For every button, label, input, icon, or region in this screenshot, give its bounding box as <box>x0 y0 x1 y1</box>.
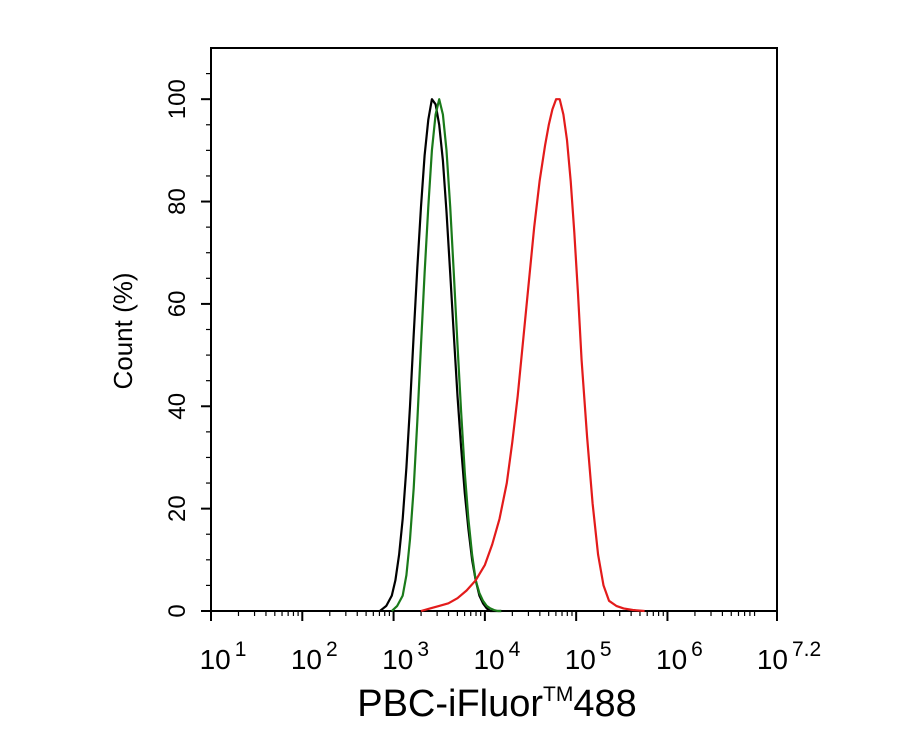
x-axis-label: PBC-iFluorTM488 <box>357 683 637 725</box>
x-tick-base: 10 <box>757 644 788 675</box>
x-tick-label: 10 2 <box>291 638 338 675</box>
y-axis-label: Count (%) <box>108 272 138 389</box>
x-tick-exponent: 4 <box>509 638 521 661</box>
x-axis-label-tail: 488 <box>573 683 636 725</box>
y-tick-label: 100 <box>164 79 191 119</box>
x-tick-exponent: 7.2 <box>792 638 821 661</box>
x-axis-label-base: PBC-iFluor <box>357 683 543 725</box>
x-tick-base: 10 <box>565 644 596 675</box>
x-tick-label: 10 7.2 <box>757 638 821 675</box>
y-tick-label: 60 <box>164 291 191 318</box>
x-tick-base: 10 <box>382 644 413 675</box>
x-tick-label: 10 3 <box>382 638 429 675</box>
x-tick-exponent: 5 <box>600 638 612 661</box>
minor-ticks <box>206 72 756 616</box>
x-tick-label: 10 4 <box>473 638 520 675</box>
x-tick-exponent: 6 <box>691 638 703 661</box>
x-tick-exponent: 1 <box>235 638 247 661</box>
x-tick-base: 10 <box>473 644 504 675</box>
series-lines <box>379 98 645 613</box>
x-axis-label-sup: TM <box>543 683 573 706</box>
y-axis-ticks: 0 20 40 60 80 100 <box>164 79 211 618</box>
x-tick-label: 10 1 <box>200 638 247 675</box>
y-tick-label: 0 <box>164 604 191 617</box>
series-line-2 <box>391 98 502 613</box>
series-line-3 <box>420 98 645 613</box>
x-tick-label: 10 5 <box>565 638 612 675</box>
y-tick-label: 40 <box>164 393 191 420</box>
y-tick-label: 80 <box>164 188 191 215</box>
series-line-1 <box>379 98 502 613</box>
x-tick-base: 10 <box>200 644 231 675</box>
x-tick-exponent: 2 <box>326 638 338 661</box>
x-tick-label: 10 6 <box>656 638 703 675</box>
x-tick-base: 10 <box>291 644 322 675</box>
x-tick-base: 10 <box>656 644 687 675</box>
plot-frame <box>210 47 778 612</box>
y-tick-label: 20 <box>164 495 191 522</box>
x-axis-ticks: 10 1 10 2 10 3 10 4 10 5 10 6 10 7.2 <box>200 611 821 675</box>
x-tick-exponent: 3 <box>417 638 429 661</box>
